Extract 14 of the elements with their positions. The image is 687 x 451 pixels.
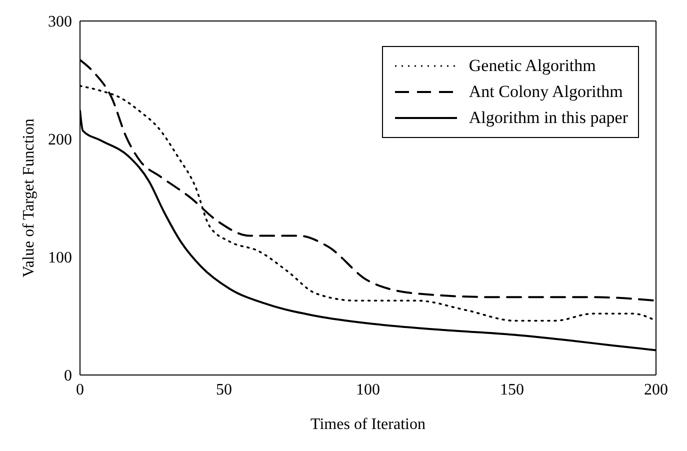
x-tick-label: 50 — [216, 381, 232, 398]
legend-label: Ant Colony Algorithm — [468, 81, 623, 103]
y-tick-label: 200 — [48, 132, 72, 149]
y-tick-label: 0 — [64, 368, 72, 385]
x-tick-label: 200 — [644, 381, 668, 398]
x-tick-label: 150 — [500, 381, 524, 398]
legend-label: Genetic Algorithm — [468, 55, 596, 77]
legend-label: Algorithm in this paper — [468, 107, 628, 129]
y-tick-label: 300 — [48, 14, 72, 31]
y-axis-title: Value of Target Function — [20, 118, 38, 278]
x-tick-label: 0 — [76, 381, 84, 398]
x-tick-label: 100 — [356, 381, 380, 398]
x-axis-title: Times of Iteration — [310, 416, 426, 433]
y-tick-label: 100 — [48, 250, 72, 267]
